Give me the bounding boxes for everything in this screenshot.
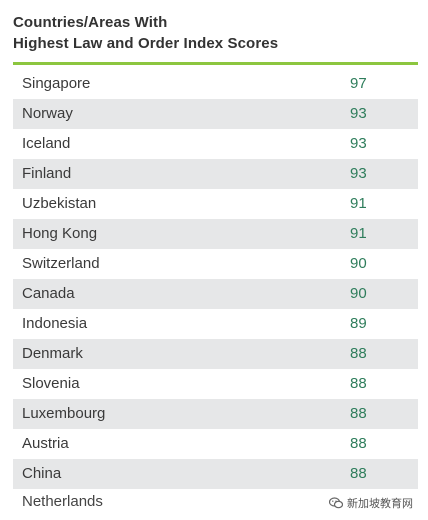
country-name: Austria	[22, 435, 69, 452]
title-divider	[13, 62, 418, 65]
score-value: 90	[350, 285, 367, 302]
score-value: 93	[350, 165, 367, 182]
table-row: Canada 90	[13, 279, 418, 309]
score-table: Singapore 97 Norway 93 Iceland 93 Finlan…	[13, 69, 418, 511]
table-row: Norway 93	[13, 99, 418, 129]
country-name: Denmark	[22, 345, 83, 362]
country-name: Luxembourg	[22, 405, 106, 422]
page-title: Countries/Areas With Highest Law and Ord…	[13, 12, 278, 54]
score-value: 93	[350, 135, 367, 152]
score-value: 88	[350, 345, 367, 362]
country-name: Iceland	[22, 135, 71, 152]
table-row: China 88	[13, 459, 418, 489]
country-name: Indonesia	[22, 315, 88, 332]
table-row: Luxembourg 88	[13, 399, 418, 429]
score-value: 88	[350, 405, 367, 422]
table-row: Indonesia 89	[13, 309, 418, 339]
table-row: Denmark 88	[13, 339, 418, 369]
table-row: Switzerland 90	[13, 249, 418, 279]
country-name: Netherlands	[22, 493, 103, 510]
table-row: Iceland 93	[13, 129, 418, 159]
score-value: 89	[350, 315, 367, 332]
table-row: Slovenia 88	[13, 369, 418, 399]
score-value: 91	[350, 225, 367, 242]
country-name: Hong Kong	[22, 225, 98, 242]
score-value: 88	[350, 465, 367, 482]
score-value: 97	[350, 75, 367, 92]
wechat-icon	[329, 497, 343, 509]
score-value: 88	[350, 375, 367, 392]
table-row-partial: Netherlands	[13, 489, 418, 511]
watermark-text: 新加坡教育网	[347, 498, 413, 510]
score-value: 91	[350, 195, 367, 212]
watermark: 新加坡教育网	[326, 494, 416, 512]
table-row: Finland 93	[13, 159, 418, 189]
country-name: Canada	[22, 285, 75, 302]
country-name: China	[22, 465, 62, 482]
title-line-2: Highest Law and Order Index Scores	[13, 35, 279, 52]
table-row: Hong Kong 91	[13, 219, 418, 249]
table-row: Singapore 97	[13, 69, 418, 99]
score-value: 90	[350, 255, 367, 272]
country-name: Slovenia	[22, 375, 80, 392]
country-name: Switzerland	[22, 255, 100, 272]
country-name: Norway	[22, 105, 73, 122]
table-row: Austria 88	[13, 429, 418, 459]
table-row: Uzbekistan 91	[13, 189, 418, 219]
country-name: Uzbekistan	[22, 195, 97, 212]
country-name: Finland	[22, 165, 72, 182]
country-name: Singapore	[22, 75, 91, 92]
score-value: 88	[350, 435, 367, 452]
score-value: 93	[350, 105, 367, 122]
title-line-1: Countries/Areas With	[13, 14, 168, 31]
